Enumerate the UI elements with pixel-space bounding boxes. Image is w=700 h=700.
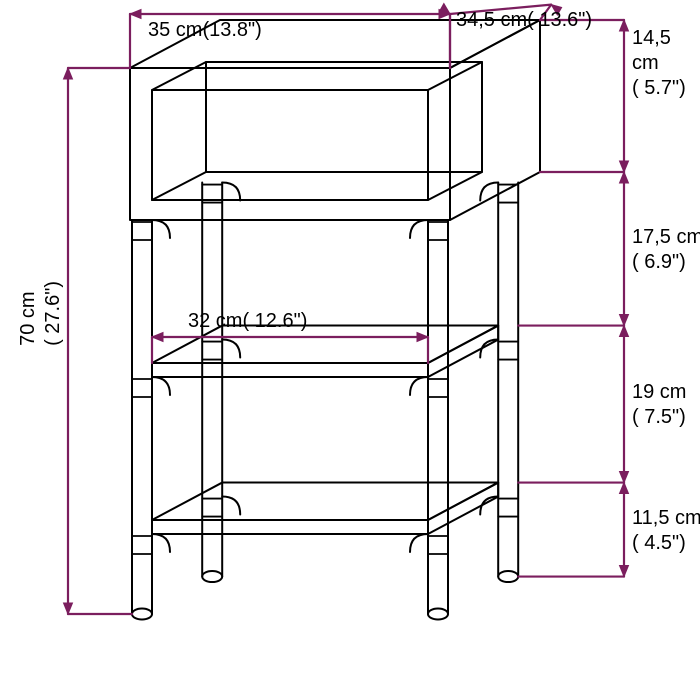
dimensioned-drawing [0, 0, 700, 700]
dim-label-seg-a: 14,5cm( 5.7") [632, 26, 686, 101]
dim-label-seg-c: 19 cm( 7.5") [632, 380, 686, 430]
dim-label-width: 35 cm(13.8") [148, 18, 262, 43]
dim-label-height: 70 cm( 27.6") [16, 281, 66, 346]
dim-label-depth: 34,5 cm( 13.6") [456, 8, 592, 33]
dim-label-inner-width: 32 cm( 12.6") [188, 309, 307, 334]
dim-label-seg-b: 17,5 cm( 6.9") [632, 225, 700, 275]
dim-label-seg-d: 11,5 cm( 4.5") [632, 506, 700, 556]
